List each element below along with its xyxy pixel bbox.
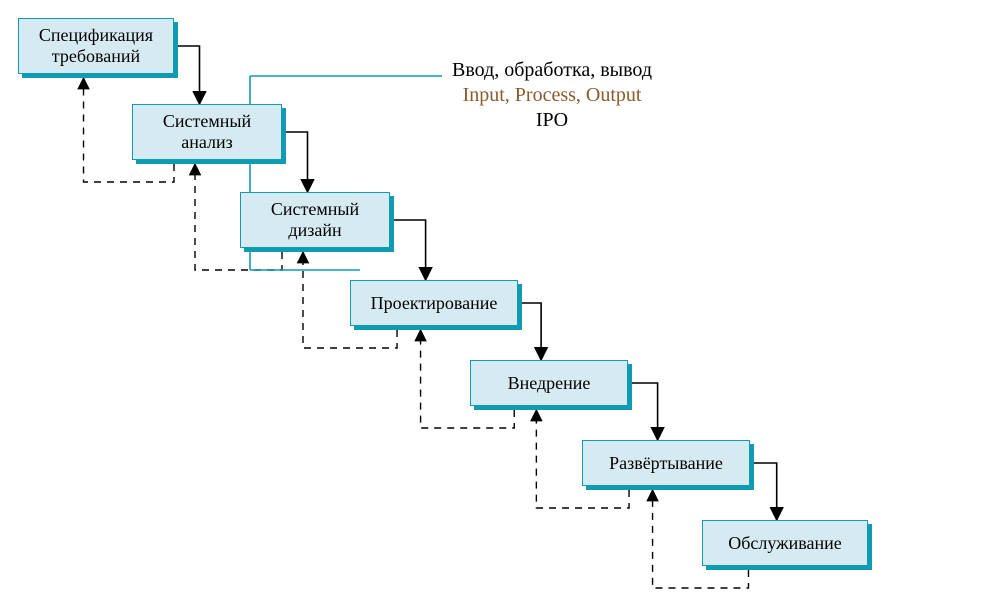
flowchart-node-label: Спецификация требований	[25, 25, 167, 66]
edge-forward-n1-n2	[178, 46, 200, 104]
edge-forward-n6-n7	[754, 463, 777, 520]
flowchart-node-n2: Системный анализ	[132, 104, 282, 160]
edge-forward-n5-n6	[632, 383, 658, 440]
flowchart-node-n4: Проектирование	[350, 280, 518, 326]
flowchart-node-n3: Системный дизайн	[240, 192, 390, 248]
edge-forward-n4-n5	[522, 303, 541, 360]
flowchart-node-n6: Развёртывание	[582, 440, 750, 486]
edge-forward-n2-n3	[286, 132, 308, 192]
ipo-annotation-line-1: Input, Process, Output	[452, 83, 652, 108]
flowchart-node-n1: Спецификация требований	[18, 18, 174, 74]
ipo-annotation-line-0: Ввод, обработка, вывод	[452, 58, 652, 83]
diagram-stage: Ввод, обработка, выводInput, Process, Ou…	[0, 0, 984, 597]
flowchart-node-label: Системный анализ	[139, 111, 275, 152]
ipo-annotation-line-2: IPO	[452, 108, 652, 133]
flowchart-node-label: Системный дизайн	[247, 199, 383, 240]
ipo-annotation: Ввод, обработка, выводInput, Process, Ou…	[452, 58, 652, 133]
flowchart-node-n7: Обслуживание	[702, 520, 868, 566]
flowchart-node-label: Проектирование	[357, 293, 511, 314]
flowchart-node-n5: Внедрение	[470, 360, 628, 406]
flowchart-node-label: Обслуживание	[709, 533, 861, 554]
edge-forward-n3-n4	[394, 220, 426, 280]
flowchart-node-label: Развёртывание	[589, 453, 743, 474]
flowchart-node-label: Внедрение	[477, 373, 621, 394]
